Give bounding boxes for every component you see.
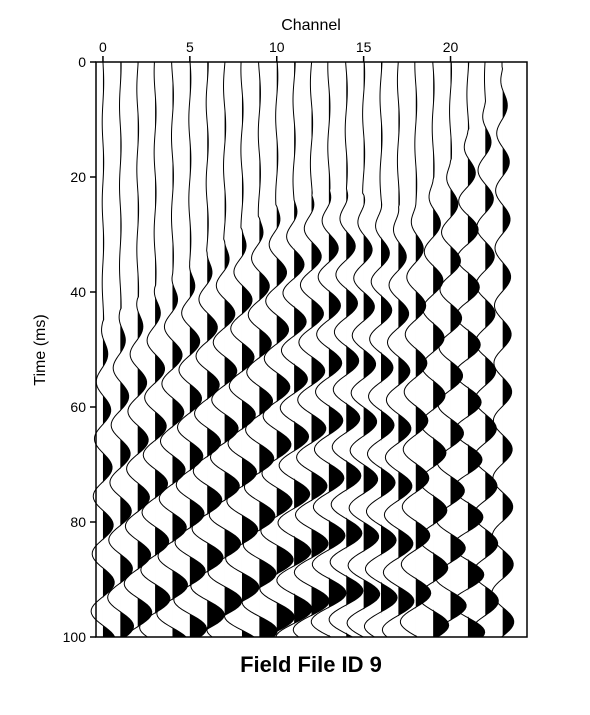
- x-tick-label: 15: [356, 39, 372, 55]
- trace-11-fill: [294, 62, 312, 637]
- trace-group: [90, 61, 515, 638]
- trace-1-wiggle: [107, 61, 135, 638]
- axes-group: 0 5 10 15 20 0 20 40 60 80 100: [63, 39, 459, 645]
- trace-10-wiggle: [259, 61, 295, 638]
- y-axis-label: Time (ms): [32, 314, 49, 385]
- trace-7-wiggle: [206, 61, 243, 638]
- trace-17-fill: [398, 62, 414, 637]
- trace-17-wiggle: [381, 61, 415, 638]
- trace-6-wiggle: [190, 61, 225, 638]
- trace-22-wiggle: [471, 61, 499, 638]
- y-tick-label: 80: [70, 514, 86, 530]
- y-tick-label: 0: [78, 54, 86, 70]
- trace-18-wiggle: [399, 61, 432, 638]
- trace-12-wiggle: [292, 61, 330, 638]
- trace-19-wiggle: [417, 61, 450, 638]
- x-axis-label: Channel: [281, 17, 341, 34]
- trace-15-wiggle: [346, 61, 381, 638]
- chart-title: Field File ID 9: [240, 652, 382, 677]
- trace-12-fill: [311, 62, 330, 637]
- trace-16-wiggle: [363, 61, 398, 638]
- trace-7-fill: [224, 62, 242, 637]
- trace-20-wiggle: [433, 61, 467, 638]
- trace-10-fill: [276, 62, 295, 637]
- trace-4-wiggle: [156, 61, 188, 638]
- y-tick-label: 60: [70, 399, 86, 415]
- trace-3-fill: [155, 62, 170, 637]
- trace-14-fill: [346, 62, 363, 637]
- trace-20-fill: [450, 62, 467, 637]
- trace-21-fill: [467, 62, 485, 637]
- trace-11-wiggle: [275, 61, 313, 638]
- trace-5-fill: [189, 62, 207, 637]
- x-tick-label: 10: [269, 39, 285, 55]
- trace-0-wiggle: [90, 61, 116, 638]
- trace-2-wiggle: [123, 61, 153, 638]
- trace-1-fill: [120, 62, 134, 637]
- y-tick-label: 20: [70, 169, 86, 185]
- trace-9-wiggle: [241, 61, 278, 638]
- trace-2-fill: [137, 62, 152, 637]
- trace-13-wiggle: [310, 61, 347, 638]
- trace-22-fill: [485, 62, 499, 637]
- trace-5-wiggle: [173, 61, 207, 638]
- y-tick-label: 100: [63, 629, 87, 645]
- trace-8-fill: [241, 62, 259, 637]
- trace-23-wiggle: [491, 61, 515, 638]
- x-tick-label: 5: [186, 39, 194, 55]
- x-tick-label: 20: [443, 39, 459, 55]
- trace-13-fill: [328, 62, 347, 637]
- trace-3-wiggle: [139, 61, 171, 638]
- trace-16-fill: [381, 62, 398, 637]
- y-tick-label: 40: [70, 284, 86, 300]
- plot-frame: [95, 61, 528, 638]
- trace-14-wiggle: [328, 61, 364, 638]
- trace-6-fill: [207, 62, 225, 637]
- trace-8-wiggle: [223, 61, 260, 638]
- trace-0-fill: [102, 62, 115, 637]
- x-tick-label: 0: [99, 39, 107, 55]
- trace-19-fill: [433, 62, 449, 637]
